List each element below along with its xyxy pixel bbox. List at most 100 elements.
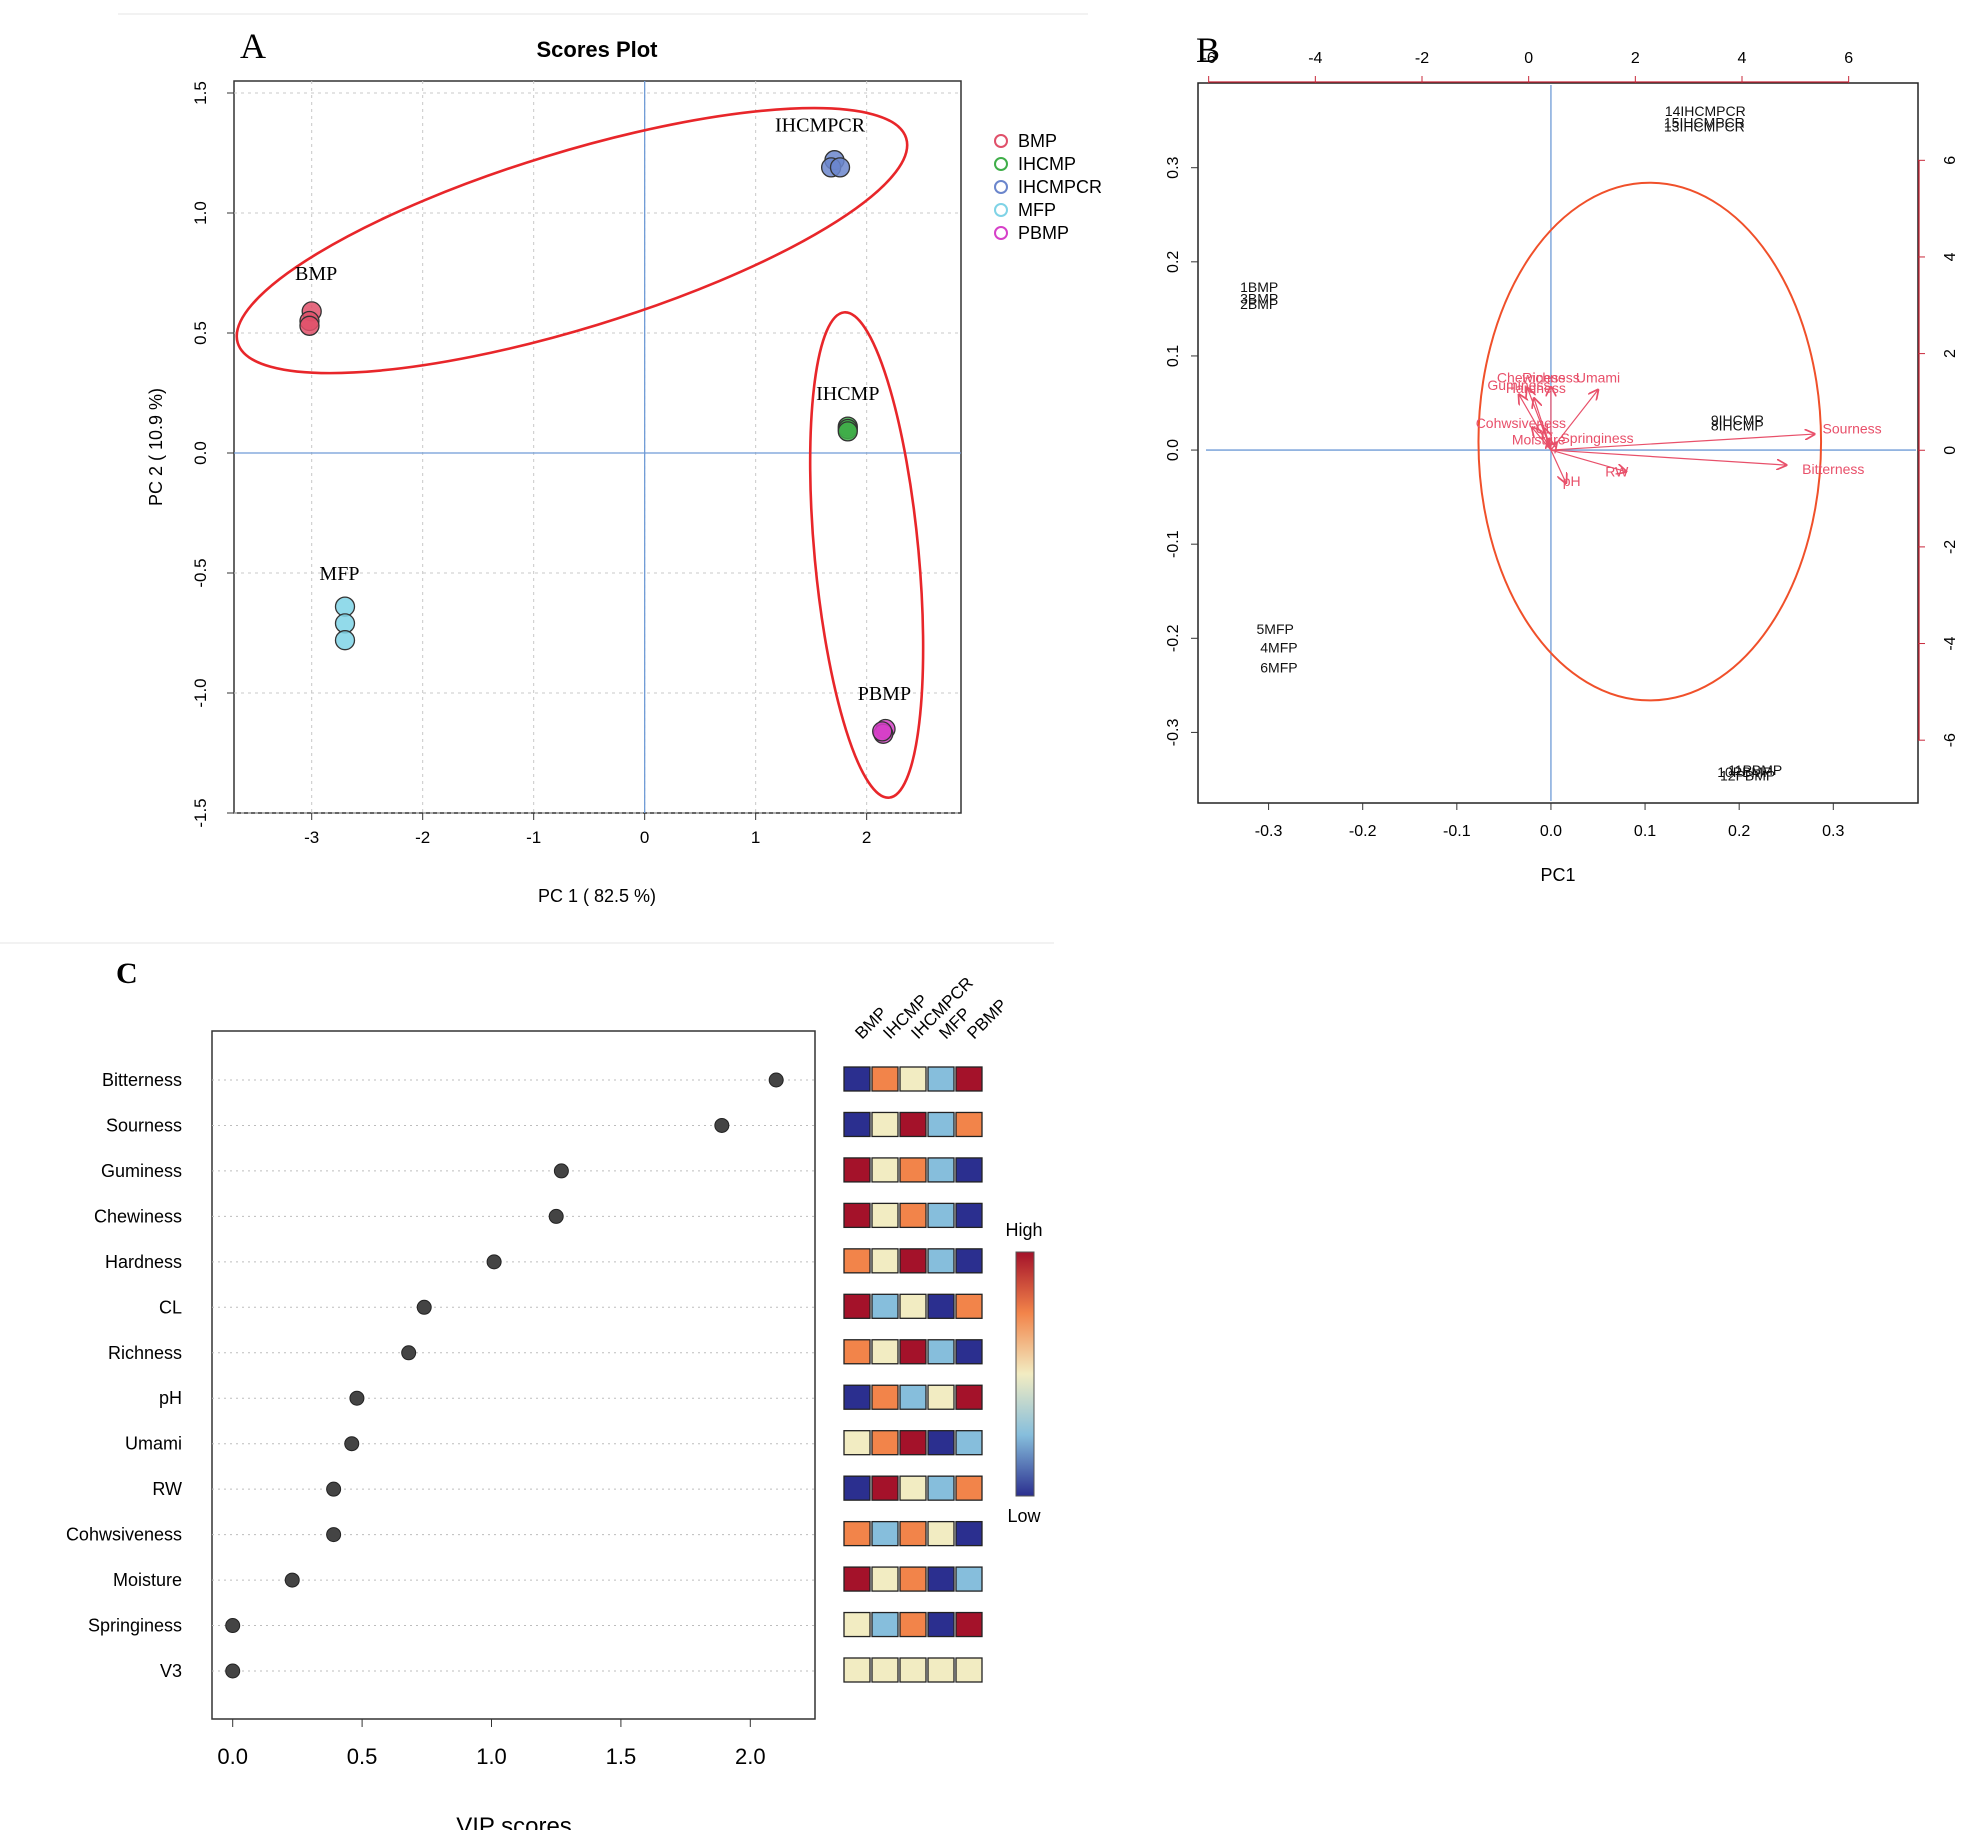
b-y-tick-label: -0.3 <box>1165 719 1182 747</box>
panel-b-axes: -0.3 -0.2 -0.1 0.0 0.1 0.2 0.3 -0.3 -0.2 -0.1 0.0 0… <box>1165 50 1959 840</box>
group-label-bmp: BMP <box>295 263 337 285</box>
c-heatmap-cell <box>955 1202 983 1229</box>
legend-marker-ihcmp <box>994 157 1008 171</box>
c-heatmap-cell <box>927 1248 955 1274</box>
c-row-label: Chewiness <box>94 1206 182 1226</box>
c-x-tick-label: 0.0 <box>217 1744 248 1769</box>
c-heatmap-cell <box>871 1566 899 1592</box>
b-top-tick-label: -4 <box>1308 50 1322 67</box>
y-tick-label: 1.0 <box>191 201 210 225</box>
panel-a-scores-plot: A Scores Plot -3 -2 -1 0 1 2 -1.5 -1.0 -0.5 0.0 0.… <box>118 13 1102 906</box>
c-heatmap-cell <box>843 1384 871 1410</box>
panel-a-ticks: -3 -2 -1 0 1 2 -1.5 -1.0 -0.5 0.0 0.5 1.0 1.5 <box>191 81 871 847</box>
panel-a-plot-area <box>233 80 962 814</box>
c-heatmap-cell <box>843 1475 871 1501</box>
c-heatmap-cell <box>899 1248 927 1274</box>
b-loading-label: Chewiness <box>1497 370 1565 386</box>
b-loading-arrow <box>1550 449 1566 483</box>
b-right-tick-label: -4 <box>1942 636 1959 650</box>
b-y-tick-label: 0.2 <box>1165 251 1182 273</box>
c-row-label: Hardness <box>105 1252 182 1272</box>
x-tick-label: -2 <box>415 828 430 847</box>
b-loading-arrow <box>1550 390 1598 451</box>
y-tick-label: 0.0 <box>191 441 210 465</box>
legend-marker-pbmp <box>994 226 1008 240</box>
b-y-tick-label: 0.1 <box>1165 345 1182 367</box>
c-heatmap-cell <box>871 1066 899 1092</box>
panel-c-xlabel: VIP scores <box>456 1813 572 1830</box>
c-row-label: V3 <box>160 1661 182 1681</box>
x-tick-label: -3 <box>304 828 319 847</box>
y-tick-label: -1.5 <box>191 798 210 827</box>
y-tick-label: 1.5 <box>191 81 210 105</box>
legend-label-ihcmp: IHCMP <box>1018 154 1076 174</box>
c-heatmap-cell <box>955 1293 983 1319</box>
c-heatmap-cell <box>955 1157 983 1183</box>
b-top-tick-label: 4 <box>1738 50 1747 67</box>
c-heatmap-cell <box>843 1657 871 1683</box>
b-right-tick-label: -6 <box>1942 733 1959 747</box>
c-heatmap-cell <box>843 1066 871 1092</box>
b-sample-label: 12PBMP <box>1720 768 1775 784</box>
point-mfp <box>334 630 356 651</box>
x-tick-label: 0 <box>640 828 649 847</box>
b-correlation-circle <box>1477 181 1823 702</box>
c-heatmap-cell <box>899 1293 927 1319</box>
group-label-pbmp: PBMP <box>858 683 911 705</box>
point-ihcmpcr <box>829 157 851 178</box>
c-heatmap-cell <box>955 1657 983 1683</box>
b-sample-label: 1BMP <box>1240 279 1278 295</box>
c-vip-point <box>768 1072 784 1088</box>
c-heatmap-cell <box>955 1475 983 1501</box>
c-heatmap-cell <box>955 1339 983 1365</box>
c-heatmap-cell <box>927 1475 955 1501</box>
panel-c-ticks: 0.0 0.5 1.0 1.5 2.0 <box>217 1719 766 1769</box>
c-heatmap-cell <box>899 1475 927 1501</box>
c-heatmap-cell <box>899 1202 927 1229</box>
b-sample-label: 15IHCMPCR <box>1664 115 1745 131</box>
c-heatmap-cell <box>899 1566 927 1592</box>
y-tick-label: -1.0 <box>191 678 210 707</box>
legend-label-mfp: MFP <box>1018 200 1056 220</box>
c-heatmap-cell <box>871 1657 899 1683</box>
b-sample-label: 4MFP <box>1260 640 1297 656</box>
c-vip-point <box>225 1663 241 1679</box>
x-tick-label: 2 <box>862 828 871 847</box>
b-y-tick-label: 0.0 <box>1165 439 1182 461</box>
panel-b-circle <box>1477 181 1823 702</box>
b-loading-label: Bitterness <box>1802 461 1864 477</box>
panel-a-points <box>299 150 896 744</box>
c-heatmap-cell <box>871 1430 899 1456</box>
b-right-tick-label: 0 <box>1942 446 1959 455</box>
c-heatmap-cell <box>955 1520 983 1547</box>
colorbar-low-label: Low <box>1007 1506 1041 1526</box>
c-heatmap-cell <box>927 1566 955 1592</box>
c-heatmap-cell <box>871 1611 899 1638</box>
b-sample-label: 5MFP <box>1257 621 1294 637</box>
y-tick-label: -0.5 <box>191 558 210 587</box>
c-heatmap-cell <box>899 1430 927 1456</box>
b-right-tick-label: 4 <box>1942 252 1959 261</box>
c-x-tick-label: 2.0 <box>735 1744 766 1769</box>
c-x-tick-label: 0.5 <box>347 1744 378 1769</box>
b-top-tick-label: -6 <box>1202 50 1216 67</box>
b-sample-label: 2BMP <box>1240 296 1278 312</box>
x-tick-label: 1 <box>751 828 760 847</box>
panel-c-label: C <box>116 957 138 990</box>
c-heatmap-cell <box>927 1202 955 1229</box>
b-y-tick-label: -0.2 <box>1165 624 1182 652</box>
c-heatmap-cell <box>871 1520 899 1547</box>
c-heatmap-cell <box>927 1430 955 1456</box>
b-x-tick-label: -0.1 <box>1443 823 1471 840</box>
c-vip-point <box>284 1572 300 1588</box>
c-row-label: Sourness <box>106 1115 182 1135</box>
c-heatmap-cell <box>871 1339 899 1365</box>
c-vip-point <box>401 1345 417 1361</box>
c-vip-point <box>326 1481 342 1497</box>
colorbar-gradient <box>1015 1251 1035 1497</box>
b-loading-label: Springiness <box>1560 430 1633 446</box>
c-heatmap-cell <box>955 1611 983 1638</box>
c-heatmap-cell <box>927 1611 955 1638</box>
c-heatmap-cell <box>843 1202 871 1229</box>
b-loading-label: Umami <box>1576 370 1620 386</box>
